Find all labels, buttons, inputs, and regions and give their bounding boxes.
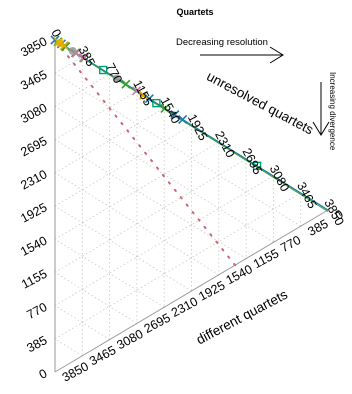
bottom-tick-label: 1925	[196, 278, 227, 303]
data-point	[178, 114, 188, 125]
left-tick-label: 385	[24, 333, 49, 355]
grid-line	[54, 72, 301, 227]
bottom-tick-label: 3465	[87, 343, 118, 368]
top-tick-label: 1925	[185, 112, 210, 143]
bottom-tick-label: 3850	[60, 359, 91, 384]
left-tick-label: 770	[24, 300, 49, 322]
data-point	[131, 86, 142, 96]
data-point	[144, 94, 154, 104]
grid-line	[54, 338, 83, 357]
data-point	[78, 53, 88, 63]
bottom-tick-label: 770	[278, 233, 303, 255]
grid-line	[54, 205, 192, 292]
triangle-edge	[54, 209, 329, 373]
top-tick-label: 3080	[267, 163, 292, 194]
bottom-tick-label: 3080	[114, 327, 145, 352]
annotation-text: Increasing divergence	[328, 72, 337, 151]
top-axis-title: unresolved quartets	[204, 69, 316, 138]
decreasing-resolution-annotation: Decreasing resolution	[176, 37, 284, 64]
grid-line	[54, 272, 138, 324]
grid-line	[54, 158, 247, 273]
data-point	[252, 161, 262, 171]
left-tick-label: 3080	[18, 101, 49, 126]
grid-line	[54, 107, 165, 174]
bottom-tick-label: 385	[306, 217, 331, 239]
reference-line	[54, 39, 237, 267]
tick-labels: 0385770115515401925231026953080346538500…	[18, 27, 347, 385]
data-point	[99, 65, 108, 75]
grid-line	[54, 305, 110, 340]
bottom-tick-label: 2695	[142, 311, 173, 336]
data-point	[112, 74, 121, 83]
data-point	[139, 90, 149, 100]
top-tick-label: 2695	[239, 146, 264, 177]
series-line	[55, 41, 329, 212]
left-tick-label: 3850	[18, 34, 49, 59]
grid-line	[54, 238, 165, 308]
data-points	[50, 35, 329, 212]
bottom-tick-label: 1155	[251, 246, 281, 271]
data-point	[160, 103, 170, 114]
bottom-tick-label: 1540	[224, 262, 255, 287]
left-tick-label: 0	[37, 366, 50, 382]
grid-line	[54, 124, 192, 207]
top-tick-label: 2310	[212, 129, 237, 160]
grid-line	[54, 106, 274, 243]
data-point	[152, 98, 161, 108]
increasing-divergence-annotation: Increasing divergence	[312, 72, 337, 151]
annotation-text: Decreasing resolution	[176, 37, 268, 48]
left-tick-label: 2695	[18, 134, 49, 159]
top-tick-label: 3465	[294, 180, 319, 211]
grid-line	[54, 139, 247, 259]
data-point	[170, 110, 180, 120]
left-tick-label: 2310	[18, 167, 49, 192]
grid-line	[54, 56, 83, 74]
data-point	[121, 79, 131, 89]
left-tick-label: 1925	[18, 200, 49, 225]
left-tick-label: 3465	[18, 67, 49, 92]
arrowhead-down-icon	[312, 121, 330, 136]
chart-title: Quartets	[176, 7, 213, 17]
top-tick-label: 1540	[158, 95, 183, 126]
reference-line-path	[54, 39, 237, 267]
data-point	[55, 39, 64, 48]
data-point	[68, 47, 77, 56]
arrowhead-right-icon	[269, 46, 284, 64]
left-tick-label: 1155	[19, 267, 49, 292]
grid-line	[54, 73, 110, 107]
series-line	[54, 39, 329, 211]
ternary-grid	[54, 56, 302, 357]
left-tick-label: 1540	[18, 233, 49, 258]
bottom-tick-label: 2310	[169, 294, 200, 319]
